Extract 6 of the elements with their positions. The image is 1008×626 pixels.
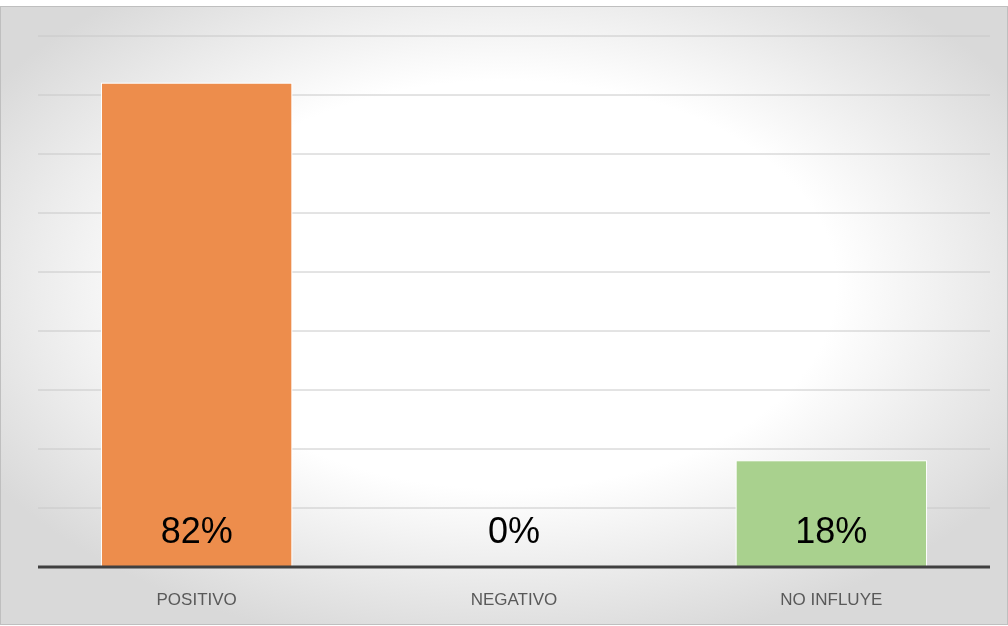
x-tick-label: POSITIVO <box>156 590 237 609</box>
data-label: 18% <box>795 510 868 551</box>
x-tick-label: NO INFLUYE <box>780 590 883 609</box>
data-label: 0% <box>487 510 541 551</box>
x-tick-label: NEGATIVO <box>470 590 558 609</box>
data-label: 82% <box>160 510 233 551</box>
